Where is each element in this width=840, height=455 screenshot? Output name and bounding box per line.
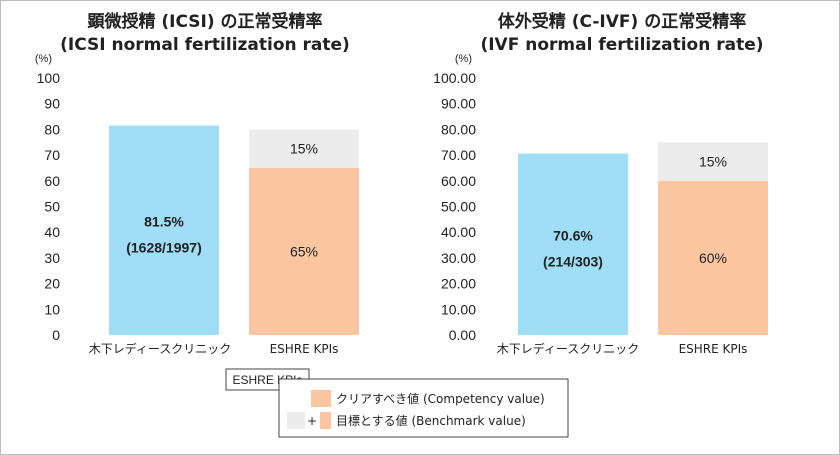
icsi-y-tick-label: 90: [44, 96, 60, 112]
icsi-eshre-benchmark-label: 15%: [290, 141, 318, 157]
icsi-y-axis: 0 10 20 30 40 50 60 70 80 90 100: [37, 70, 61, 343]
icsi-y-tick-label: 40: [44, 224, 60, 240]
legend-label-competency: クリアすべき値 (Competency value): [336, 391, 545, 406]
ivf-y-tick-label: 60.00: [441, 173, 476, 189]
ivf-y-tick-label: 100.00: [433, 70, 476, 86]
icsi-y-tick-label: 60: [44, 173, 60, 189]
icsi-unit-label: (%): [35, 53, 52, 65]
icsi-y-tick-label: 0: [52, 327, 60, 343]
legend: ESHRE KPIs クリアすべき値 (Competency value) + …: [225, 368, 569, 438]
legend-swatch-benchmark: [287, 412, 305, 429]
ivf-bar-eshre-benchmark: [658, 142, 768, 181]
ivf-chart: 体外受精 (C-IVF) の正常受精率 (IVF normal fertiliz…: [433, 11, 768, 356]
ivf-bars: 70.6% (214/303) 60% 15%: [518, 142, 768, 335]
icsi-clinic-value-label: 81.5%: [144, 213, 184, 229]
ivf-bar-clinic: [518, 153, 628, 335]
icsi-bar-eshre-benchmark: [249, 129, 359, 168]
ivf-y-tick-label: 50.00: [441, 199, 476, 215]
ivf-subtitle: (IVF normal fertilization rate): [480, 35, 763, 55]
ivf-clinic-value-label: 70.6%: [553, 227, 593, 243]
ivf-y-axis: 0.00 10.00 20.00 30.00 40.00 50.00 60.00 70.00 8…: [433, 70, 476, 343]
ivf-eshre-competency-label: 60%: [699, 250, 727, 266]
ivf-y-tick-label: 30.00: [441, 250, 476, 266]
icsi-title: 顕微授精 (ICSI) の正常受精率: [87, 11, 322, 32]
icsi-y-tick-label: 70: [44, 147, 60, 163]
ivf-y-tick-label: 80.00: [441, 121, 476, 137]
icsi-clinic-count-label: (1628/1997): [126, 239, 202, 255]
legend-plus-sign: +: [307, 414, 317, 428]
legend-label-benchmark: 目標とする値 (Benchmark value): [336, 413, 526, 428]
icsi-y-tick-label: 80: [44, 121, 60, 137]
icsi-subtitle: (ICSI normal fertilization rate): [60, 35, 350, 55]
icsi-category-eshre: ESHRE KPIs: [270, 342, 339, 356]
ivf-unit-label: (%): [455, 53, 472, 65]
legend-swatch-competency-small: [320, 412, 331, 429]
ivf-eshre-benchmark-label: 15%: [699, 154, 727, 170]
icsi-bar-clinic: [109, 125, 219, 335]
icsi-y-tick-label: 100: [37, 70, 61, 86]
icsi-eshre-competency-label: 65%: [290, 243, 318, 259]
icsi-bars: 81.5% (1628/1997) 65% 15%: [109, 125, 359, 335]
icsi-y-tick-label: 10: [44, 301, 60, 317]
ivf-y-tick-label: 40.00: [441, 224, 476, 240]
icsi-chart: 顕微授精 (ICSI) の正常受精率 (ICSI normal fertiliz…: [35, 11, 359, 356]
ivf-bar-eshre-competency: [658, 180, 768, 335]
ivf-category-eshre: ESHRE KPIs: [679, 342, 748, 356]
ivf-category-clinic: 木下レディースクリニック: [497, 341, 640, 356]
icsi-y-tick-label: 30: [44, 250, 60, 266]
icsi-category-clinic: 木下レディースクリニック: [89, 341, 232, 356]
ivf-y-tick-label: 10.00: [441, 301, 476, 317]
legend-swatch-competency: [311, 390, 331, 407]
ivf-y-tick-label: 90.00: [441, 96, 476, 112]
ivf-y-tick-label: 20.00: [441, 276, 476, 292]
ivf-y-tick-label: 70.00: [441, 147, 476, 163]
icsi-y-tick-label: 20: [44, 276, 60, 292]
icsi-y-tick-label: 50: [44, 199, 60, 215]
icsi-bar-eshre-competency: [249, 167, 359, 335]
ivf-y-tick-label: 0.00: [449, 327, 476, 343]
ivf-title: 体外受精 (C-IVF) の正常受精率: [498, 11, 746, 32]
ivf-clinic-count-label: (214/303): [543, 253, 603, 269]
